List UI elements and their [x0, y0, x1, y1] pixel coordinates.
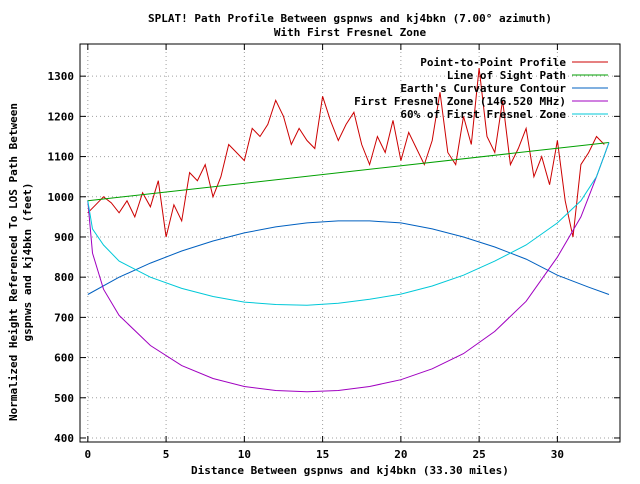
- y-tick-label-9: 1300: [48, 70, 75, 83]
- y-tick-label-1: 500: [54, 392, 74, 405]
- chart-subtitle: With First Fresnel Zone: [274, 26, 427, 39]
- x-tick-label-2: 10: [238, 448, 251, 461]
- x-tick-label-5: 25: [473, 448, 486, 461]
- y-axis-label-line-2: gspnws and kj4bkn (feet): [21, 183, 34, 342]
- x-tick-label-6: 30: [551, 448, 564, 461]
- series-line-4: [87, 142, 610, 306]
- y-tick-label-7: 1100: [48, 151, 75, 164]
- x-tick-label-0: 0: [85, 448, 92, 461]
- y-tick-label-2: 600: [54, 352, 74, 365]
- y-tick-label-3: 700: [54, 311, 74, 324]
- x-axis-label: Distance Between gspnws and kj4bkn (33.3…: [191, 464, 509, 477]
- plot-area: 400 500 600 700 800 900 1000 1100 1200 1300 0 5 10 15…: [48, 43, 621, 461]
- series-line-3: [87, 142, 610, 393]
- legend-label-0: Point-to-Point Profile: [420, 56, 566, 69]
- legend-label-2: Earth's Curvature Contour: [400, 82, 566, 95]
- y-tick-label-8: 1200: [48, 110, 75, 123]
- y-tick-label-6: 1000: [48, 191, 75, 204]
- legend-label-3: First Fresnel Zone (146.520 MHz): [354, 95, 566, 108]
- y-axis-label-line-1: Normalized Height Referenced To LOS Path…: [7, 103, 20, 421]
- y-tick-label-5: 900: [54, 231, 74, 244]
- x-tick-label-1: 5: [163, 448, 170, 461]
- series-line-0: [87, 68, 605, 238]
- series-line-2: [87, 220, 610, 295]
- legend-label-1: Line of Sight Path: [447, 69, 566, 82]
- series-line-1: [87, 142, 610, 202]
- chart-title: SPLAT! Path Profile Between gspnws and k…: [148, 12, 552, 25]
- plot-frame: [79, 43, 621, 443]
- y-tick-label-0: 400: [54, 432, 74, 445]
- legend-label-4: 60% of First Fresnel Zone: [400, 108, 566, 121]
- x-tick-label-3: 15: [316, 448, 329, 461]
- x-tick-label-4: 20: [394, 448, 407, 461]
- y-tick-label-4: 800: [54, 271, 74, 284]
